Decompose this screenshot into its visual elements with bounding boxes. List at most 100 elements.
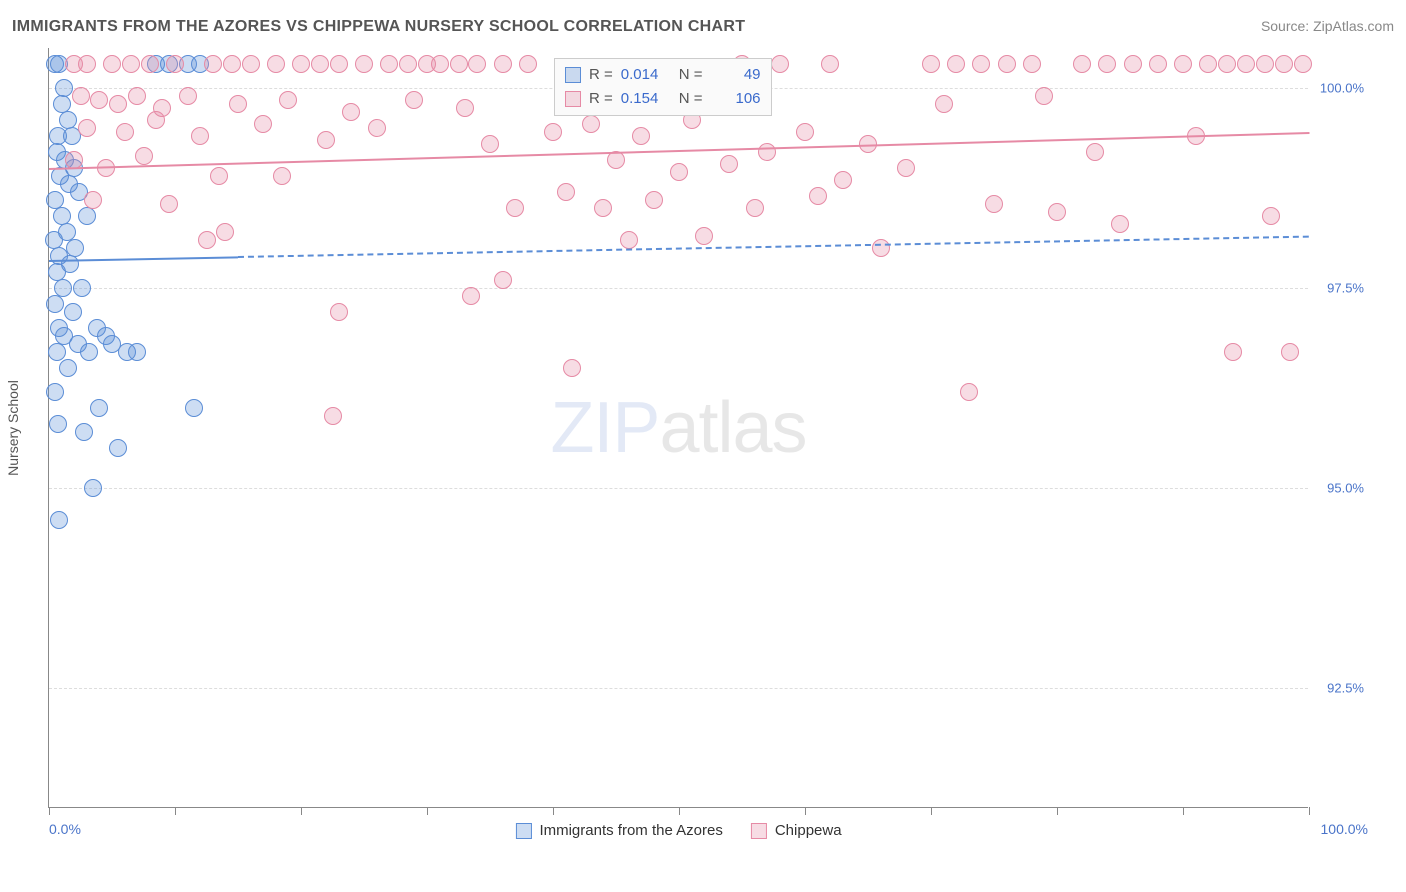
- watermark: ZIPatlas: [550, 387, 806, 469]
- data-point-azores: [78, 207, 96, 225]
- data-point-chippewa: [582, 115, 600, 133]
- data-point-chippewa: [141, 55, 159, 73]
- data-point-chippewa: [1086, 143, 1104, 161]
- x-tick: [301, 807, 302, 815]
- legend-swatch: [751, 823, 767, 839]
- data-point-chippewa: [368, 119, 386, 137]
- data-point-chippewa: [1262, 207, 1280, 225]
- y-tick-label: 92.5%: [1327, 681, 1364, 696]
- data-point-chippewa: [1237, 55, 1255, 73]
- data-point-chippewa: [462, 287, 480, 305]
- data-point-chippewa: [695, 227, 713, 245]
- data-point-chippewa: [317, 131, 335, 149]
- x-label-min: 0.0%: [49, 821, 81, 837]
- data-point-chippewa: [160, 195, 178, 213]
- y-tick-label: 100.0%: [1320, 81, 1364, 96]
- data-point-chippewa: [292, 55, 310, 73]
- x-tick: [175, 807, 176, 815]
- legend-swatch: [565, 91, 581, 107]
- data-point-chippewa: [204, 55, 222, 73]
- data-point-chippewa: [872, 239, 890, 257]
- data-point-azores: [84, 479, 102, 497]
- x-tick: [427, 807, 428, 815]
- x-tick: [1183, 807, 1184, 815]
- y-tick-label: 97.5%: [1327, 281, 1364, 296]
- data-point-azores: [46, 383, 64, 401]
- data-point-azores: [48, 343, 66, 361]
- data-point-azores: [109, 439, 127, 457]
- legend-label: Chippewa: [775, 822, 842, 839]
- data-point-chippewa: [380, 55, 398, 73]
- gridline: [49, 688, 1308, 689]
- data-point-azores: [59, 111, 77, 129]
- data-point-chippewa: [1294, 55, 1312, 73]
- legend-row-azores: R =0.014N =49: [565, 63, 761, 87]
- data-point-azores: [75, 423, 93, 441]
- data-point-chippewa: [506, 199, 524, 217]
- data-point-chippewa: [166, 55, 184, 73]
- legend-item: Chippewa: [751, 822, 842, 839]
- data-point-azores: [90, 399, 108, 417]
- data-point-chippewa: [450, 55, 468, 73]
- trend-line: [238, 236, 1309, 258]
- data-point-chippewa: [557, 183, 575, 201]
- data-point-azores: [50, 511, 68, 529]
- y-axis-title: Nursery School: [5, 380, 21, 476]
- legend-swatch: [565, 67, 581, 83]
- data-point-chippewa: [1073, 55, 1091, 73]
- data-point-chippewa: [1124, 55, 1142, 73]
- data-point-chippewa: [311, 55, 329, 73]
- data-point-azores: [59, 359, 77, 377]
- legend-label: Immigrants from the Azores: [539, 822, 722, 839]
- gridline: [49, 288, 1308, 289]
- data-point-chippewa: [84, 191, 102, 209]
- legend-r-value: 0.154: [621, 87, 671, 111]
- data-point-azores: [46, 295, 64, 313]
- data-point-chippewa: [135, 147, 153, 165]
- data-point-azores: [55, 79, 73, 97]
- data-point-chippewa: [1281, 343, 1299, 361]
- data-point-chippewa: [998, 55, 1016, 73]
- data-point-chippewa: [985, 195, 1003, 213]
- x-tick: [1309, 807, 1310, 815]
- data-point-chippewa: [809, 187, 827, 205]
- data-point-azores: [80, 343, 98, 361]
- data-point-chippewa: [1256, 55, 1274, 73]
- data-point-chippewa: [342, 103, 360, 121]
- chart-source: Source: ZipAtlas.com: [1261, 18, 1394, 34]
- x-tick: [805, 807, 806, 815]
- data-point-chippewa: [1035, 87, 1053, 105]
- data-point-chippewa: [897, 159, 915, 177]
- data-point-chippewa: [1048, 203, 1066, 221]
- data-point-chippewa: [645, 191, 663, 209]
- chart-title: IMMIGRANTS FROM THE AZORES VS CHIPPEWA N…: [12, 18, 745, 36]
- data-point-chippewa: [1224, 343, 1242, 361]
- trend-line: [49, 256, 238, 262]
- data-point-chippewa: [758, 143, 776, 161]
- data-point-chippewa: [242, 55, 260, 73]
- data-point-chippewa: [1174, 55, 1192, 73]
- data-point-chippewa: [147, 111, 165, 129]
- data-point-chippewa: [494, 55, 512, 73]
- data-point-chippewa: [563, 359, 581, 377]
- data-point-chippewa: [670, 163, 688, 181]
- data-point-chippewa: [1218, 55, 1236, 73]
- data-point-chippewa: [620, 231, 638, 249]
- data-point-chippewa: [544, 123, 562, 141]
- gridline: [49, 488, 1308, 489]
- x-tick: [679, 807, 680, 815]
- data-point-chippewa: [1275, 55, 1293, 73]
- data-point-chippewa: [1149, 55, 1167, 73]
- data-point-chippewa: [128, 87, 146, 105]
- legend-r-label: R =: [589, 87, 613, 111]
- data-point-chippewa: [935, 95, 953, 113]
- x-tick: [553, 807, 554, 815]
- legend-n-label: N =: [679, 63, 703, 87]
- watermark-atlas: atlas: [659, 388, 806, 468]
- data-point-chippewa: [216, 223, 234, 241]
- data-point-azores: [73, 279, 91, 297]
- data-point-chippewa: [1199, 55, 1217, 73]
- data-point-chippewa: [330, 55, 348, 73]
- x-tick: [1057, 807, 1058, 815]
- data-point-chippewa: [481, 135, 499, 153]
